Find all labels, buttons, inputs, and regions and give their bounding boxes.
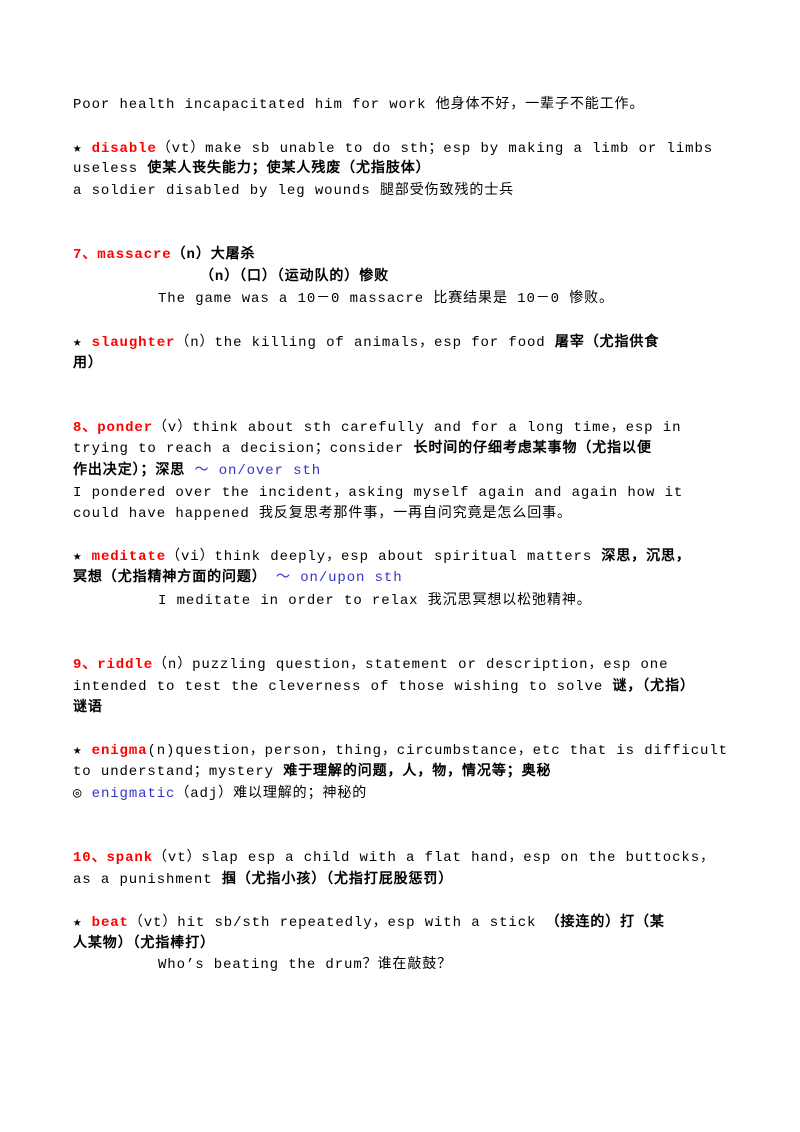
translation: 作出决定）；深思 xyxy=(73,463,195,479)
translation: 使某人丧失能力；使某人残废（尤指肢体） xyxy=(147,161,431,177)
headword: 8、ponder xyxy=(73,420,154,436)
headword: slaughter xyxy=(91,335,176,351)
entry-line: 冥想（尤指精神方面的问题） ～ on/upon sth xyxy=(73,569,403,587)
translation: 难于理解的问题，人，物，情况等；奥秘 xyxy=(283,764,552,780)
definition: （n）the killing of animals，esp for food xyxy=(175,335,555,351)
entry-line: 人某物）（尤指棒打） xyxy=(73,935,215,953)
text: could have happened 我反复思考那件事，一再自问究竟是怎么回事… xyxy=(73,506,572,522)
translation: 用） xyxy=(73,356,103,372)
example-line: could have happened 我反复思考那件事，一再自问究竟是怎么回事… xyxy=(73,505,572,523)
definition: useless xyxy=(73,161,148,177)
usage: ～ on/over sth xyxy=(194,463,322,479)
headword: enigma xyxy=(91,743,148,759)
translation: 掴（尤指小孩）（尤指打屁股惩罚） xyxy=(221,872,454,888)
definition: intended to test the cleverness of those… xyxy=(73,679,613,695)
definition: (n)question，person，thing，circumbstance，e… xyxy=(147,743,728,759)
headword: beat xyxy=(91,915,129,931)
translation: （接连的）打（某 xyxy=(545,915,665,931)
text: Who’s beating the drum？谁在敲鼓？ xyxy=(158,957,453,973)
entry-line: trying to reach a decision；consider 长时间的… xyxy=(73,440,652,458)
entry-line: intended to test the cleverness of those… xyxy=(73,678,695,696)
entry-line: ★ slaughter（n）the killing of animals，esp… xyxy=(73,334,659,352)
example-line: a soldier disabled by leg wounds 腿部受伤致残的… xyxy=(73,182,514,200)
text: I pondered over the incident，asking myse… xyxy=(73,485,684,501)
usage: ～ on/upon sth xyxy=(276,570,403,586)
definition: （vi）think deeply，esp about spiritual mat… xyxy=(166,549,602,565)
entry-line: 作出决定）；深思 ～ on/over sth xyxy=(73,462,321,480)
translation: 深思，沉思， xyxy=(601,549,691,565)
entry-line: 10、spank（vt）slap esp a child with a flat… xyxy=(73,849,715,867)
entry-line: ★ disable（vt）make sb unable to do sth；es… xyxy=(73,140,713,158)
definition: trying to reach a decision；consider xyxy=(73,441,414,457)
definition: （vt）slap esp a child with a flat hand，es… xyxy=(153,850,715,866)
translation: 人某物）（尤指棒打） xyxy=(73,936,215,952)
translation: 屠宰（尤指供食 xyxy=(554,335,660,351)
headword: 9、riddle xyxy=(73,657,154,673)
definition: （n）puzzling question，statement or descri… xyxy=(153,657,669,673)
star: ★ xyxy=(73,915,92,931)
text: I meditate in order to relax 我沉思冥想以松弛精神。 xyxy=(158,593,592,609)
entry-line: ★ meditate（vi）think deeply，esp about spi… xyxy=(73,548,691,566)
translation: 长时间的仔细考虑某事物（尤指以便 xyxy=(413,441,652,457)
definition: （adj）难以理解的；神秘的 xyxy=(175,786,368,802)
entry-line: ◎ enigmatic（adj）难以理解的；神秘的 xyxy=(73,785,367,803)
entry-line: ★ beat（vt）hit sb/sth repeatedly，esp with… xyxy=(73,914,665,932)
star: ★ xyxy=(73,141,92,157)
translation: （n）（口）（运动队的）惨败 xyxy=(200,269,390,285)
entry-line: 谜语 xyxy=(73,699,103,717)
definition: as a punishment xyxy=(73,872,222,888)
entry-line: ★ enigma(n)question，person，thing，circumb… xyxy=(73,742,728,760)
text: a soldier disabled by leg wounds 腿部受伤致残的… xyxy=(73,183,515,199)
translation: 谜语 xyxy=(73,700,103,716)
definition: （v）think about sth carefully and for a l… xyxy=(153,420,682,436)
headword: 10、spank xyxy=(73,850,154,866)
example-line: I meditate in order to relax 我沉思冥想以松弛精神。 xyxy=(158,592,592,610)
marker: ◎ xyxy=(73,786,92,802)
text: Poor health incapacitated him for work 他… xyxy=(73,97,645,113)
translation: 谜，（尤指） xyxy=(612,679,695,695)
entry-line: 8、ponder（v）think about sth carefully and… xyxy=(73,419,681,437)
star: ★ xyxy=(73,335,92,351)
definition: to understand；mystery xyxy=(73,764,284,780)
derived-word: enigmatic xyxy=(91,786,176,802)
definition: （vt）hit sb/sth repeatedly，esp with a sti… xyxy=(128,915,546,931)
headword: disable xyxy=(91,141,157,157)
translation: 冥想（尤指精神方面的问题） xyxy=(73,570,277,586)
entry-line: （n）（口）（运动队的）惨败 xyxy=(200,268,389,286)
example-line: Who’s beating the drum？谁在敲鼓？ xyxy=(158,956,452,974)
entry-line: as a punishment 掴（尤指小孩）（尤指打屁股惩罚） xyxy=(73,871,453,889)
example-line: Poor health incapacitated him for work 他… xyxy=(73,96,644,114)
entry-line: useless 使某人丧失能力；使某人残废（尤指肢体） xyxy=(73,160,431,178)
star: ★ xyxy=(73,549,92,565)
entry-line: 9、riddle（n）puzzling question，statement o… xyxy=(73,656,668,674)
example-line: The game was a 10－0 massacre 比赛结果是 10－0 … xyxy=(158,290,614,308)
translation: （n）大屠杀 xyxy=(171,247,256,263)
entry-line: to understand；mystery 难于理解的问题，人，物，情况等；奥秘 xyxy=(73,763,551,781)
text: The game was a 10－0 massacre 比赛结果是 10－0 … xyxy=(158,291,614,307)
headword: 7、massacre xyxy=(73,247,172,263)
entry-line: 7、massacre（n）大屠杀 xyxy=(73,246,255,264)
definition: （vt）make sb unable to do sth；esp by maki… xyxy=(156,141,714,157)
headword: meditate xyxy=(91,549,167,565)
entry-line: 用） xyxy=(73,355,103,373)
example-line: I pondered over the incident，asking myse… xyxy=(73,484,683,502)
star: ★ xyxy=(73,743,92,759)
